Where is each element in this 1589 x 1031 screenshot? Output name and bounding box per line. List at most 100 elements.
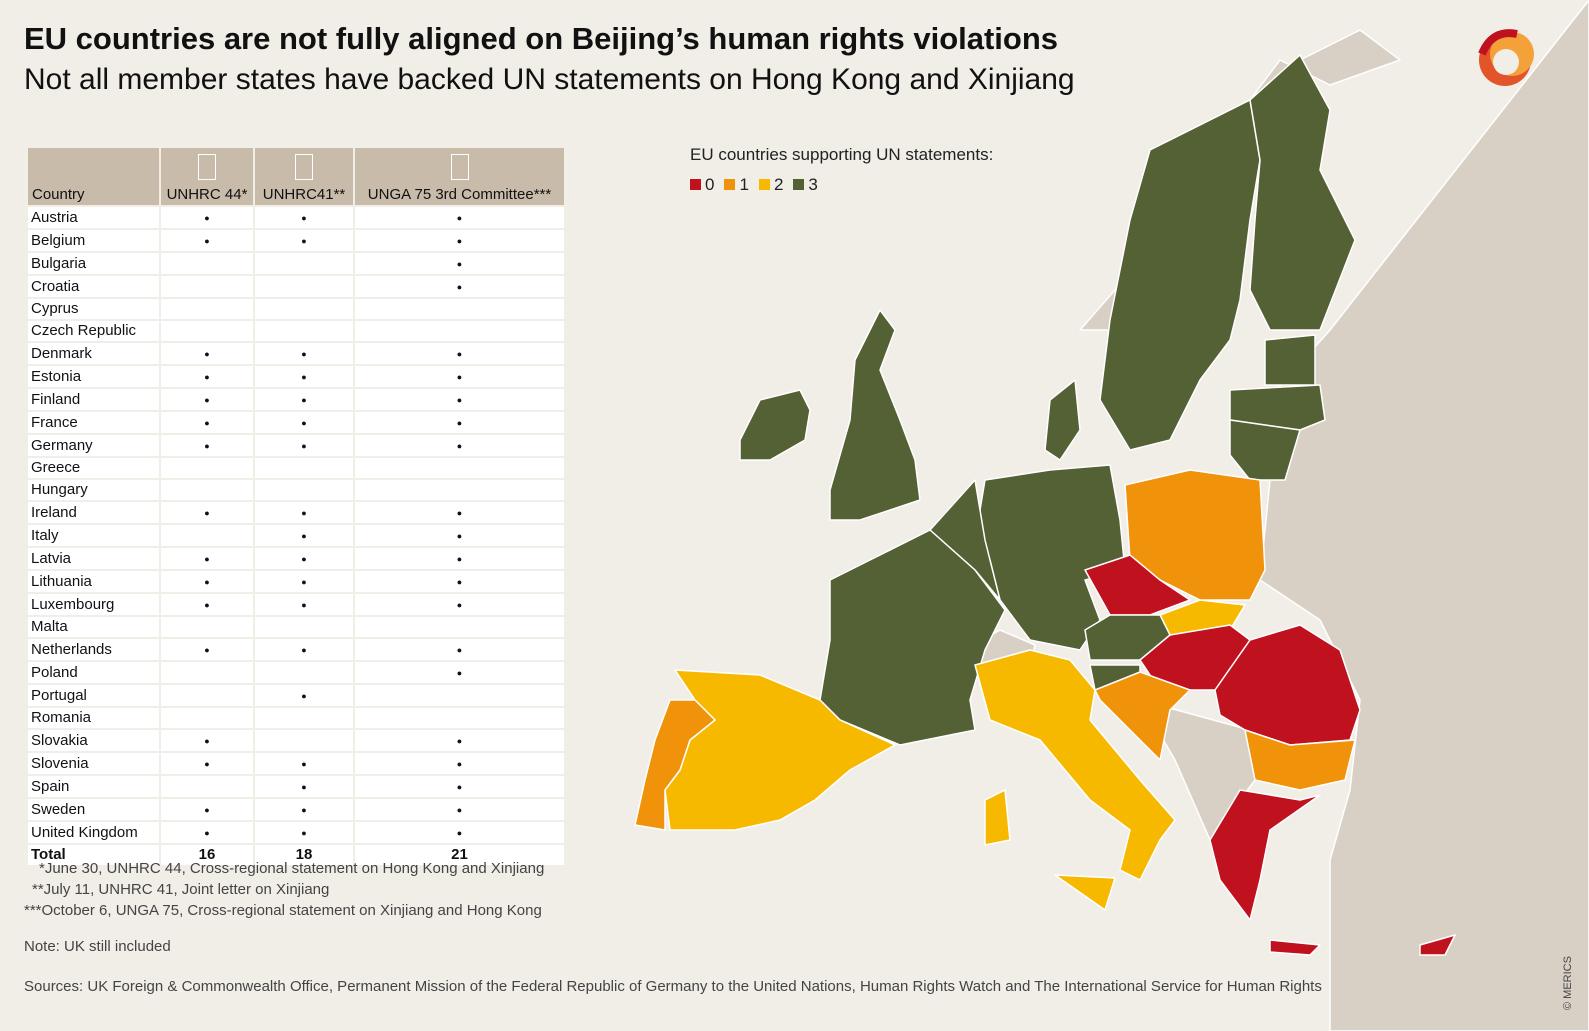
- table-row: Lithuania: [28, 571, 564, 592]
- support-dot: [255, 525, 353, 546]
- country-name: Ireland: [28, 502, 159, 523]
- table-row: Romania: [28, 708, 564, 728]
- country-name: Italy: [28, 525, 159, 546]
- column-header-statement: UNHRC 44*: [161, 148, 253, 205]
- footnotes: *June 30, UNHRC 44, Cross-regional state…: [24, 858, 544, 921]
- support-dot: [355, 525, 564, 546]
- italy: [974, 649, 1176, 881]
- support-dot: [255, 799, 353, 820]
- support-dot: [355, 412, 564, 433]
- empty-cell: [355, 480, 564, 500]
- empty-cell: [255, 480, 353, 500]
- country-name: Sweden: [28, 799, 159, 820]
- empty-cell: [255, 458, 353, 478]
- legend-swatch: [793, 179, 805, 190]
- support-dot: [255, 753, 353, 774]
- country-name: Austria: [28, 207, 159, 228]
- footnote-3: ***October 6, UNGA 75, Cross-regional st…: [24, 902, 542, 919]
- table-row: Denmark: [28, 343, 564, 364]
- empty-cell: [161, 662, 253, 683]
- empty-cell: [355, 708, 564, 728]
- support-dot: [161, 343, 253, 364]
- support-dot: [355, 276, 564, 297]
- support-dot: [255, 571, 353, 592]
- empty-cell: [161, 253, 253, 274]
- support-dot: [255, 639, 353, 660]
- lithuania: [1229, 419, 1301, 481]
- support-dot: [355, 230, 564, 251]
- support-dot: [161, 230, 253, 251]
- empty-cell: [355, 617, 564, 637]
- empty-cell: [161, 276, 253, 297]
- sources: Sources: UK Foreign & Commonwealth Offic…: [24, 978, 1322, 995]
- support-dot: [355, 366, 564, 387]
- header-label: UNHRC41**: [262, 186, 346, 203]
- empty-cell: [355, 321, 564, 341]
- document-icon: [198, 154, 216, 180]
- empty-cell: [161, 776, 253, 797]
- support-dot: [161, 412, 253, 433]
- country-name: Estonia: [28, 366, 159, 387]
- legend-item: 0: [690, 175, 714, 195]
- total-row: Total 16 18 21: [28, 845, 564, 865]
- country-name: Greece: [28, 458, 159, 478]
- support-dot: [161, 730, 253, 751]
- table-row: Malta: [28, 617, 564, 637]
- country-name: Netherlands: [28, 639, 159, 660]
- table-row: Portugal: [28, 685, 564, 706]
- support-dot: [255, 822, 353, 843]
- support-dot: [255, 389, 353, 410]
- country-name: Croatia: [28, 276, 159, 297]
- support-dot: [161, 435, 253, 456]
- country-name: Belgium: [28, 230, 159, 251]
- empty-cell: [161, 480, 253, 500]
- support-dot: [355, 753, 564, 774]
- support-dot: [255, 776, 353, 797]
- empty-cell: [355, 458, 564, 478]
- empty-cell: [161, 321, 253, 341]
- table-row: Italy: [28, 525, 564, 546]
- column-header-statement: UNHRC41**: [255, 148, 353, 205]
- empty-cell: [255, 299, 353, 319]
- legend-swatch: [690, 179, 701, 190]
- total-value: 21: [355, 845, 564, 865]
- table-row: Ireland: [28, 502, 564, 523]
- legend-label: 3: [808, 175, 818, 194]
- total-value: 16: [161, 845, 253, 865]
- header-label: UNHRC 44*: [166, 186, 248, 203]
- country-name: Lithuania: [28, 571, 159, 592]
- country-name: Luxembourg: [28, 594, 159, 615]
- support-dot: [161, 502, 253, 523]
- support-dot: [355, 435, 564, 456]
- sicily: [1054, 874, 1116, 911]
- country-name: Slovenia: [28, 753, 159, 774]
- support-dot: [161, 548, 253, 569]
- legend: EU countries supporting UN statements: 0…: [690, 145, 993, 195]
- footnote-2: **July 11, UNHRC 41, Joint letter on Xin…: [32, 881, 330, 898]
- support-dot: [355, 571, 564, 592]
- support-dot: [255, 366, 353, 387]
- estonia: [1264, 334, 1316, 386]
- country-name: United Kingdom: [28, 822, 159, 843]
- support-dot: [255, 207, 353, 228]
- sardinia: [984, 789, 1011, 846]
- country-name: Malta: [28, 617, 159, 637]
- support-dot: [255, 548, 353, 569]
- country-name: Portugal: [28, 685, 159, 706]
- country-name: Slovakia: [28, 730, 159, 751]
- country-name: Germany: [28, 435, 159, 456]
- country-name: France: [28, 412, 159, 433]
- table-row: Hungary: [28, 480, 564, 500]
- ireland: [739, 389, 811, 461]
- empty-cell: [161, 299, 253, 319]
- bulgaria: [1244, 729, 1356, 791]
- support-dot: [161, 389, 253, 410]
- table-row: Estonia: [28, 366, 564, 387]
- support-dot: [355, 502, 564, 523]
- table-row: Croatia: [28, 276, 564, 297]
- total-value: 18: [255, 845, 353, 865]
- cyprus: [1419, 934, 1456, 956]
- table-row: Luxembourg: [28, 594, 564, 615]
- support-dot: [355, 662, 564, 683]
